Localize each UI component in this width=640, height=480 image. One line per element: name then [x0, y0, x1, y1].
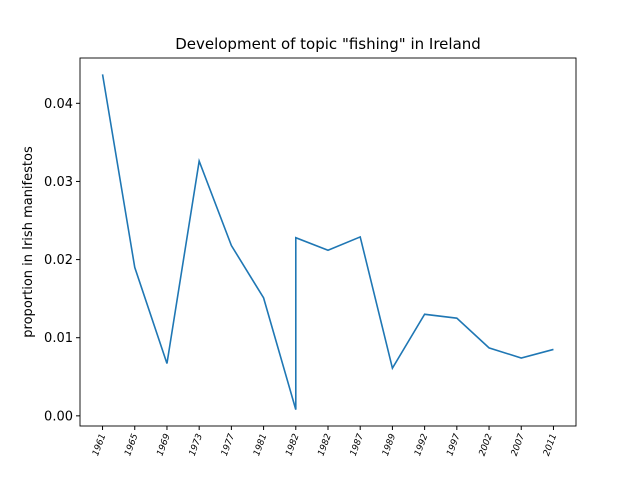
line-series — [101, 74, 554, 410]
y-tick-label: 0.00 — [44, 409, 73, 424]
chart-title: Development of topic "fishing" in Irelan… — [175, 35, 481, 53]
y-axis-label: proportion in Irish manifestos — [21, 146, 36, 338]
axes-frame — [79, 57, 577, 427]
y-tick-label: 0.02 — [44, 253, 73, 268]
y-tick-label: 0.03 — [44, 175, 73, 190]
y-tick-label: 0.01 — [44, 331, 73, 346]
y-tick-label: 0.04 — [44, 97, 73, 112]
